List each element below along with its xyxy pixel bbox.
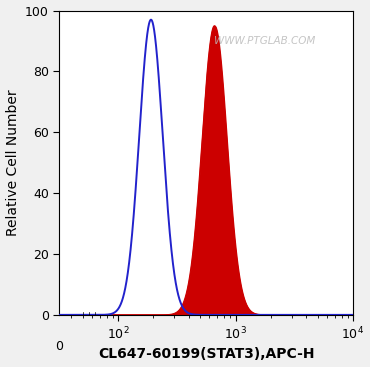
Text: 0: 0 <box>56 340 63 353</box>
Y-axis label: Relative Cell Number: Relative Cell Number <box>6 90 20 236</box>
X-axis label: CL647-60199(STAT3),APC-H: CL647-60199(STAT3),APC-H <box>98 348 314 361</box>
Text: WWW.PTGLAB.COM: WWW.PTGLAB.COM <box>214 36 316 46</box>
